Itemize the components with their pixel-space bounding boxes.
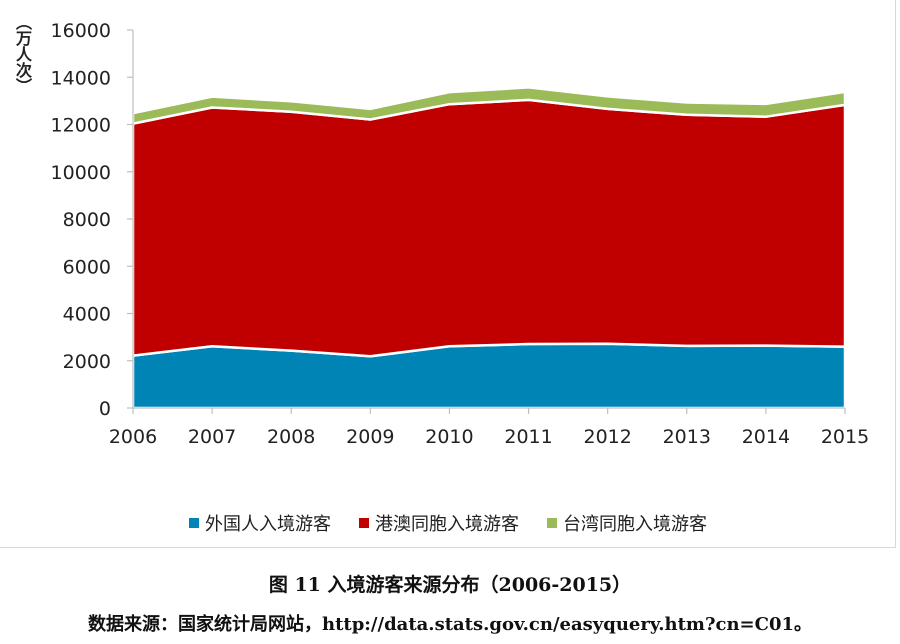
legend-label: 台湾同胞入境游客 bbox=[563, 514, 707, 535]
x-tick-label: 2006 bbox=[109, 426, 157, 448]
legend-swatch bbox=[189, 518, 199, 528]
data-source-note: 数据来源：国家统计局网站，http://data.stats.gov.cn/ea… bbox=[87, 614, 812, 635]
x-tick-label: 2015 bbox=[821, 426, 869, 448]
y-tick-label: 4000 bbox=[63, 304, 111, 326]
x-tick-label: 2008 bbox=[267, 426, 315, 448]
legend-swatch bbox=[547, 518, 557, 528]
x-tick-label: 2010 bbox=[425, 426, 473, 448]
y-tick-label: 14000 bbox=[51, 67, 111, 89]
x-tick-label: 2012 bbox=[583, 426, 631, 448]
figure-caption: 图 11 入境游客来源分布（2006-2015） bbox=[268, 574, 632, 596]
x-tick-label: 2007 bbox=[188, 426, 236, 448]
y-tick-label: 0 bbox=[99, 398, 111, 420]
chart-panel: 0 2000 4000 6000 8000 10000 12000 14000 16000 200… bbox=[0, 0, 896, 548]
x-tick-label: 2013 bbox=[663, 426, 711, 448]
x-tick-label: 2009 bbox=[346, 426, 394, 448]
y-tick-label: 10000 bbox=[51, 162, 111, 184]
x-tick-label: 2014 bbox=[742, 426, 790, 448]
legend-item-3: 台湾同胞入境游客 bbox=[547, 510, 707, 536]
chart-legend: 外国人入境游客 港澳同胞入境游客 台湾同胞入境游客 bbox=[0, 510, 896, 536]
x-tick-label: 2011 bbox=[504, 426, 552, 448]
y-axis-unit-label: （万人次） bbox=[13, 14, 32, 94]
legend-swatch bbox=[359, 518, 369, 528]
legend-item-2: 港澳同胞入境游客 bbox=[359, 510, 519, 536]
area-series-3 bbox=[131, 86, 847, 125]
legend-label: 外国人入境游客 bbox=[205, 514, 331, 535]
y-tick-label: 2000 bbox=[63, 351, 111, 373]
y-tick-label: 12000 bbox=[51, 115, 111, 137]
area-series-1 bbox=[131, 342, 847, 410]
y-tick-label: 8000 bbox=[63, 209, 111, 231]
legend-item-1: 外国人入境游客 bbox=[189, 510, 331, 536]
area-series-2 bbox=[131, 98, 847, 358]
y-tick-label: 16000 bbox=[51, 20, 111, 42]
y-tick-label: 6000 bbox=[63, 256, 111, 278]
chart-plot: 0 2000 4000 6000 8000 10000 12000 14000 16000 200… bbox=[51, 20, 870, 448]
legend-label: 港澳同胞入境游客 bbox=[375, 514, 519, 535]
